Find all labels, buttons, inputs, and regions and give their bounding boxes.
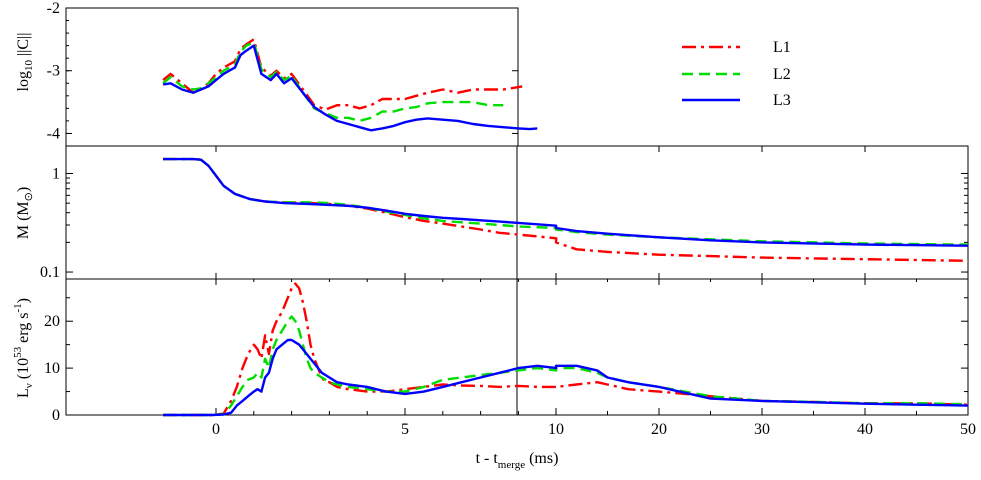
top-series-l2 (162, 41, 504, 123)
middle-panel-curves (163, 157, 969, 262)
bottom-series-l1 (163, 282, 969, 417)
x-axis-label: t - tmerge (ms) (476, 450, 559, 471)
x-tick-label: 0 (212, 421, 220, 438)
top-panel-curves (162, 38, 538, 132)
top-series-l1 (162, 38, 523, 111)
top-y-tick-label: -4 (47, 125, 60, 142)
bottom-series-l2 (163, 315, 969, 417)
tick-marks (66, 7, 969, 416)
middle-series-l2 (163, 157, 969, 246)
middle-series-l3 (163, 157, 969, 247)
x-tick-label: 40 (857, 421, 873, 438)
top-y-tick-label: -3 (47, 63, 60, 80)
x-tick-label: 20 (651, 421, 667, 438)
x-tick-label: 10 (548, 421, 564, 438)
top-y-axis-label: log10 ||C|| (15, 33, 35, 92)
legend: L1 L2 L3 (682, 39, 791, 109)
legend-label-l3: L3 (773, 92, 791, 109)
top-y-tick-label: -2 (47, 0, 60, 17)
middle-y-axis-label: M (M⊙) (15, 187, 35, 239)
bottom-y-tick-label: 10 (44, 360, 60, 377)
x-tick-label: 30 (754, 421, 770, 438)
top-panel-frame (65, 7, 519, 147)
bottom-y-tick-label: 0 (52, 407, 60, 424)
tick-labels: -2 -3 -4 1 0.1 0 10 20 0 5 10 20 30 40 50 (40, 0, 976, 438)
bottom-y-axis-label: Lν (1053 erg s-1) (12, 298, 35, 398)
bottom-panel-curves (163, 282, 969, 417)
bottom-y-tick-label: 20 (44, 313, 60, 330)
legend-label-l2: L2 (773, 66, 791, 83)
bottom-series-l3 (163, 338, 969, 417)
legend-label-l1: L1 (773, 39, 791, 56)
top-series-l3 (162, 44, 538, 132)
x-tick-label: 5 (401, 421, 409, 438)
x-tick-label: 50 (960, 421, 976, 438)
middle-y-tick-label: 1 (52, 165, 60, 182)
middle-series-l1 (163, 157, 969, 262)
middle-y-tick-label: 0.1 (40, 264, 60, 281)
